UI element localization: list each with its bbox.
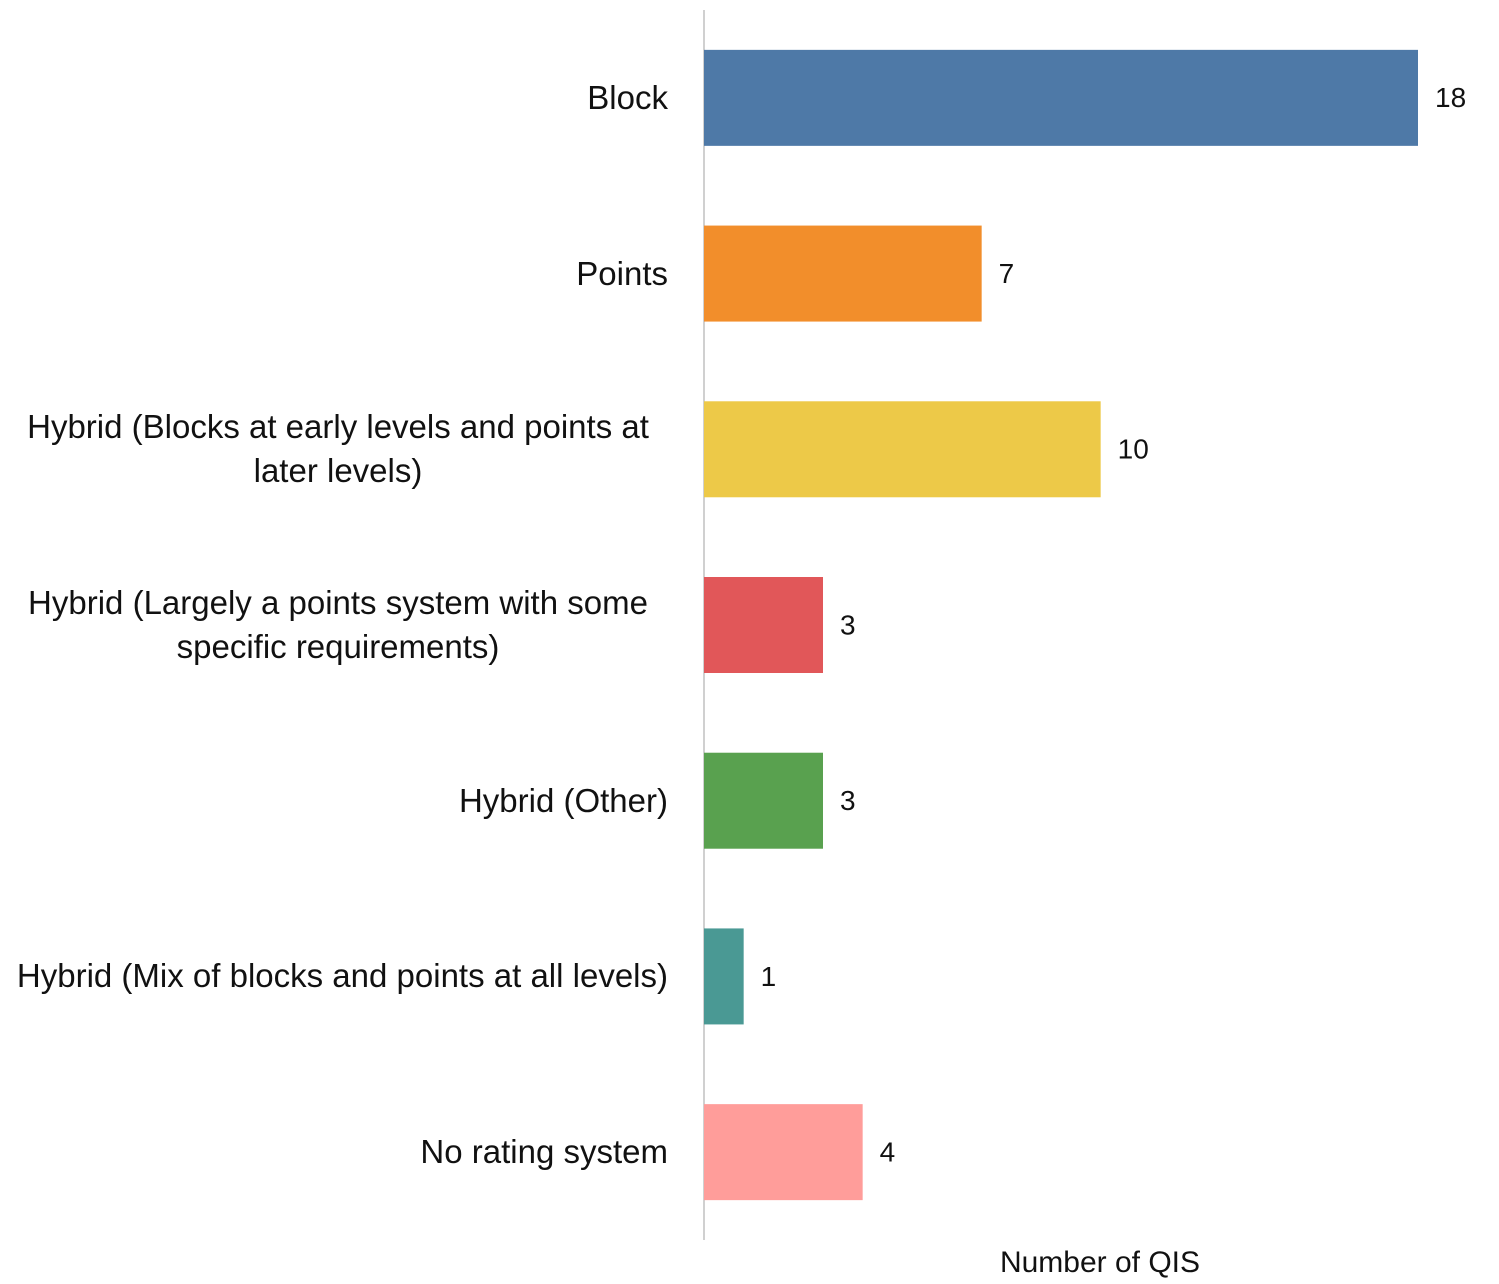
category-label-box: Hybrid (Other) <box>459 713 668 889</box>
bar <box>704 752 823 849</box>
category-label: Points <box>576 254 668 292</box>
bar <box>704 401 1101 498</box>
value-label: 3 <box>840 785 856 816</box>
bar <box>704 225 982 322</box>
value-label: 3 <box>840 609 856 640</box>
category-label: Hybrid (Blocks at early levels and point… <box>27 408 649 490</box>
category-label-box: Hybrid (Largely a points system with som… <box>8 537 668 713</box>
bar <box>704 49 1418 146</box>
category-label-box: No rating system <box>420 1064 668 1240</box>
category-label-box: Points <box>576 186 668 362</box>
value-label: 1 <box>761 961 777 992</box>
category-label: No rating system <box>420 1133 668 1171</box>
bar <box>704 928 744 1025</box>
category-label: Hybrid (Other) <box>458 781 668 819</box>
value-label: 4 <box>880 1137 896 1168</box>
value-label: 18 <box>1435 82 1466 113</box>
category-label-box: Block <box>587 10 668 186</box>
value-label: 10 <box>1118 434 1149 465</box>
bar <box>704 577 823 673</box>
category-label: Hybrid (Largely a points system with som… <box>28 583 648 665</box>
category-label: Block <box>587 78 668 116</box>
bar <box>704 1104 863 1201</box>
x-axis-label: Number of QIS <box>999 1246 1201 1279</box>
category-label-box: Hybrid (Mix of blocks and points at all … <box>17 889 668 1065</box>
category-label-box: Hybrid (Blocks at early levels and point… <box>8 361 668 537</box>
category-label: Hybrid (Mix of blocks and points at all … <box>16 957 668 995</box>
value-label: 7 <box>999 258 1015 289</box>
